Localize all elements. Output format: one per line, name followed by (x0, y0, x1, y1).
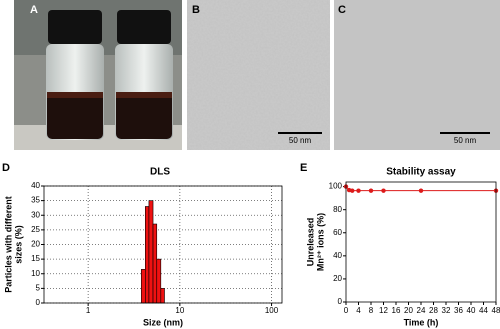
chart-title: DLS (150, 167, 170, 178)
scale-bar-label: 50 nm (289, 136, 312, 145)
photo-vials (14, 0, 182, 150)
data-point (368, 188, 374, 193)
chart-title: Stability assay (386, 167, 456, 178)
x-tick-label: 12 (379, 306, 388, 315)
x-tick-label: 16 (392, 306, 401, 315)
x-tick-label: 48 (492, 306, 500, 315)
x-tick-label: 24 (417, 306, 426, 315)
x-tick-label: 8 (369, 306, 374, 315)
plot-frame (345, 181, 497, 303)
y-tick-label: 20 (333, 274, 342, 283)
data-point (418, 188, 424, 193)
x-axis-label: Time (h) (404, 317, 439, 327)
y-tick-label: 30 (31, 210, 40, 219)
y-axis-label: Particles with different (3, 196, 13, 293)
y-tick-label: 80 (333, 205, 342, 214)
bar (148, 200, 154, 304)
data-point (356, 188, 361, 193)
y-tick-label: 0 (338, 297, 343, 306)
panel-label: E (300, 162, 307, 174)
bar (141, 269, 146, 304)
x-tick-label: 0 (344, 306, 349, 315)
panel-label: A (30, 4, 38, 16)
y-tick-label: 100 (329, 182, 343, 191)
panel-label: D (2, 162, 10, 174)
y-tick-label: 10 (31, 269, 40, 278)
x-tick-label: 1 (86, 306, 91, 315)
x-tick-label: 10 (175, 306, 184, 315)
tem-image-b (187, 0, 330, 150)
y-tick-label: 0 (36, 298, 41, 307)
panel-label: C (338, 4, 346, 16)
x-axis-label: Size (nm) (143, 317, 183, 327)
y-axis-label: sizes (%) (13, 225, 23, 264)
x-tick-label: 4 (356, 306, 361, 315)
plot-frame (43, 185, 283, 304)
x-tick-label: 20 (404, 306, 413, 315)
data-point (381, 188, 386, 193)
tem-image-c (334, 0, 500, 150)
bar (152, 223, 158, 304)
y-tick-label: 40 (333, 251, 342, 260)
y-tick-label: 60 (333, 228, 342, 237)
y-axis-label: Mn²⁺ ions (%) (315, 213, 325, 271)
bar (160, 288, 165, 304)
x-tick-label: 44 (479, 306, 488, 315)
y-tick-label: 15 (31, 254, 40, 263)
bar (145, 206, 150, 304)
x-tick-label: 28 (429, 306, 438, 315)
y-tick-label: 35 (31, 196, 40, 205)
bar (156, 258, 162, 304)
data-point (350, 188, 355, 193)
x-tick-label: 100 (265, 306, 279, 315)
y-tick-label: 5 (36, 283, 41, 292)
y-tick-label: 25 (31, 225, 40, 234)
y-tick-label: 20 (31, 240, 40, 249)
scale-bar-label: 50 nm (454, 136, 477, 145)
x-tick-label: 40 (467, 306, 476, 315)
x-tick-label: 32 (442, 306, 451, 315)
panel-label: B (192, 4, 200, 16)
x-tick-label: 36 (454, 306, 463, 315)
y-axis-label: Unreleased (305, 218, 315, 267)
y-tick-label: 40 (31, 181, 40, 190)
